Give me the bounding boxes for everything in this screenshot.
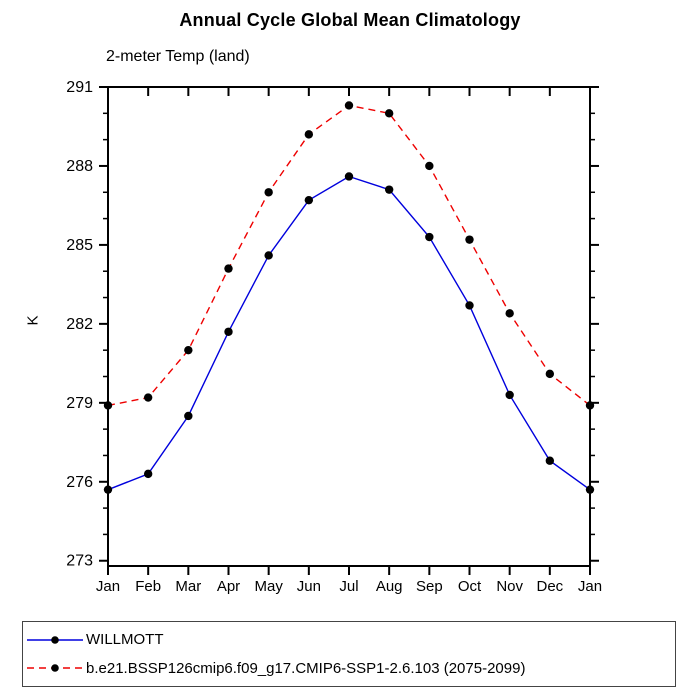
x-tick-label: Jun [297,578,321,595]
data-point-0 [344,172,354,181]
legend-row-model: b.e21.BSSP126cmip6.f09_g17.CMIP6-SSP1-2.… [26,657,675,679]
data-point-0 [384,185,394,194]
data-point-0 [184,411,193,421]
y-tick-label: 276 [66,474,93,491]
x-tick-label: May [254,578,283,595]
x-tick-label: Jan [96,578,120,595]
x-tick-label: Jan [578,578,602,595]
x-tick-label: Dec [536,578,563,595]
x-tick-label: Mar [175,578,201,595]
y-tick-label: 291 [66,79,93,96]
data-point-0 [585,485,595,494]
x-tick-label: Apr [217,578,240,595]
series-line-1 [107,104,591,407]
data-point-0 [143,469,153,479]
data-point-1 [505,309,514,318]
x-tick-label: Aug [376,578,403,595]
data-point-0 [465,301,474,310]
data-point-1 [425,161,434,171]
data-point-1 [224,264,233,273]
y-axis-title: K [24,315,42,326]
chart-subtitle: 2-meter Temp (land) [106,48,250,65]
data-point-0 [545,456,555,465]
legend-label-willmott: WILLMOTT [86,631,164,649]
x-tick-label: Feb [135,578,161,595]
data-point-1 [585,401,595,410]
data-point-1 [344,101,354,110]
data-point-0 [505,390,514,400]
data-point-0 [224,327,233,336]
data-point-1 [384,109,394,118]
data-point-0 [304,195,314,205]
model-line-sample-icon [27,664,83,673]
data-point-1 [465,235,474,244]
x-tick-label: Nov [496,578,523,595]
legend-label-model: b.e21.BSSP126cmip6.f09_g17.CMIP6-SSP1-2.… [86,659,526,677]
willmott-line-sample-icon [27,635,83,644]
data-point-1 [184,345,193,355]
x-tick-label: Jul [339,578,358,595]
y-tick-label: 282 [66,316,93,333]
data-point-0 [425,232,434,242]
data-point-1 [264,188,273,197]
data-point-0 [264,251,273,260]
y-tick-label: 279 [66,395,93,412]
data-point-1 [143,393,153,402]
data-point-1 [545,369,555,379]
chart-title: Annual Cycle Global Mean Climatology [179,10,521,30]
legend-marker [51,664,59,673]
legend-row-willmott: WILLMOTT [26,629,675,651]
data-point-1 [304,130,314,139]
y-tick-label: 285 [66,237,93,254]
data-point-0 [103,485,113,494]
plot-area: 273 276 279 282 285 288 291 Jan Feb Mar Apr May Jun J… [66,79,602,595]
legend-marker [51,635,59,644]
x-tick-label: Oct [458,578,482,595]
legend: WILLMOTT b.e21.BSSP126cmip6.f09_g17.CMIP… [22,621,676,687]
y-tick-label: 273 [66,553,93,570]
series-line-0 [107,175,591,491]
data-point-1 [103,401,113,410]
x-tick-label: Sep [416,578,443,595]
y-tick-label: 288 [66,158,93,175]
